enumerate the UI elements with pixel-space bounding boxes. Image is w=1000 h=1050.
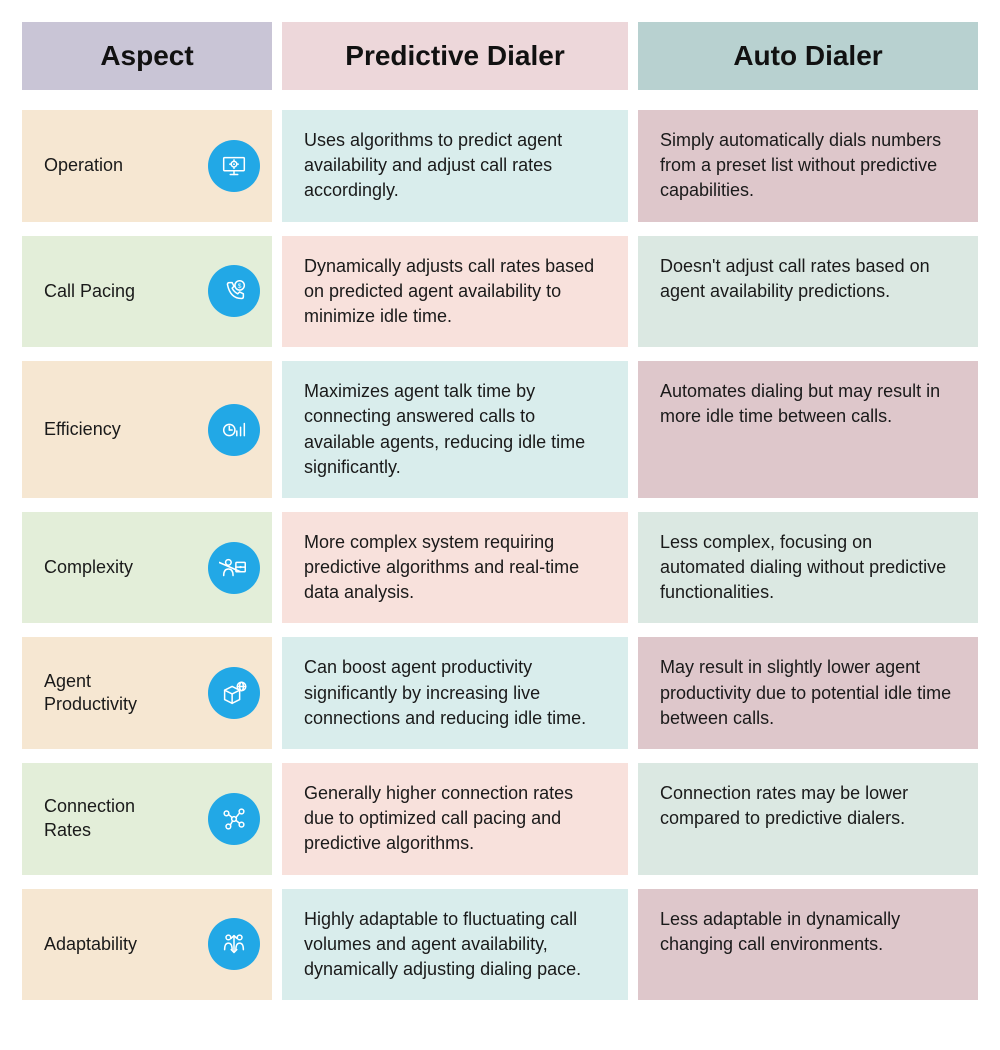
auto-cell: Simply automatically dials numbers from … (638, 110, 978, 222)
aspect-label: Complexity (44, 556, 133, 579)
aspect-label: Agent Productivity (44, 670, 164, 717)
phone-dollar-icon: $ (208, 265, 260, 317)
predictive-cell: Can boost agent productivity significant… (282, 637, 628, 749)
aspect-label: Adaptability (44, 933, 137, 956)
table-row: Operation Uses algorithms to predict agen… (22, 110, 978, 222)
aspect-cell: Efficiency (22, 361, 272, 498)
predictive-text: Uses algorithms to predict agent availab… (304, 128, 606, 204)
clock-chart-icon (208, 404, 260, 456)
auto-cell: Connection rates may be lower compared t… (638, 763, 978, 875)
table-row: Complexity More complex system requiring … (22, 512, 978, 624)
predictive-cell: Highly adaptable to fluctuating call vol… (282, 889, 628, 1001)
predictive-cell: Generally higher connection rates due to… (282, 763, 628, 875)
header-auto: Auto Dialer (638, 22, 978, 90)
auto-text: Connection rates may be lower compared t… (660, 781, 956, 831)
predictive-text: Maximizes agent talk time by connecting … (304, 379, 606, 480)
predictive-cell: Dynamically adjusts call rates based on … (282, 236, 628, 348)
predictive-text: Can boost agent productivity significant… (304, 655, 606, 731)
aspect-cell: Complexity (22, 512, 272, 624)
header-predictive: Predictive Dialer (282, 22, 628, 90)
aspect-cell: Call Pacing $ (22, 236, 272, 348)
table-row: Connection Rates Generally higher connect… (22, 763, 978, 875)
header-aspect: Aspect (22, 22, 272, 90)
predictive-text: Highly adaptable to fluctuating call vol… (304, 907, 606, 983)
table-row: Efficiency Maximizes agent talk time by c… (22, 361, 978, 498)
auto-cell: Doesn't adjust call rates based on agent… (638, 236, 978, 348)
table-row: Agent Productivity Can boost agent produc… (22, 637, 978, 749)
predictive-text: Dynamically adjusts call rates based on … (304, 254, 606, 330)
auto-text: Less complex, focusing on automated dial… (660, 530, 956, 606)
auto-text: Simply automatically dials numbers from … (660, 128, 956, 204)
auto-cell: Automates dialing but may result in more… (638, 361, 978, 498)
aspect-cell: Agent Productivity (22, 637, 272, 749)
box-globe-icon (208, 667, 260, 719)
network-nodes-icon (208, 793, 260, 845)
aspect-label: Call Pacing (44, 280, 135, 303)
aspect-cell: Operation (22, 110, 272, 222)
predictive-cell: Uses algorithms to predict agent availab… (282, 110, 628, 222)
auto-cell: Less complex, focusing on automated dial… (638, 512, 978, 624)
auto-cell: May result in slightly lower agent produ… (638, 637, 978, 749)
auto-text: Doesn't adjust call rates based on agent… (660, 254, 956, 304)
svg-text:$: $ (238, 284, 242, 291)
predictive-cell: Maximizes agent talk time by connecting … (282, 361, 628, 498)
auto-text: May result in slightly lower agent produ… (660, 655, 956, 731)
table-row: Adaptability Highly adaptable to fluctuat… (22, 889, 978, 1001)
predictive-text: Generally higher connection rates due to… (304, 781, 606, 857)
aspect-cell: Adaptability (22, 889, 272, 1001)
person-puzzle-icon (208, 542, 260, 594)
people-arrows-icon (208, 918, 260, 970)
table-row: Call Pacing $ Dynamically adjusts call rat… (22, 236, 978, 348)
header-auto-label: Auto Dialer (733, 40, 882, 72)
predictive-text: More complex system requiring predictive… (304, 530, 606, 606)
auto-text: Automates dialing but may result in more… (660, 379, 956, 429)
aspect-cell: Connection Rates (22, 763, 272, 875)
aspect-label: Efficiency (44, 418, 121, 441)
header-aspect-label: Aspect (100, 40, 193, 72)
aspect-label: Operation (44, 154, 123, 177)
auto-text: Less adaptable in dynamically changing c… (660, 907, 956, 957)
monitor-gear-icon (208, 140, 260, 192)
comparison-table: Aspect Predictive Dialer Auto Dialer Ope… (22, 22, 978, 1000)
predictive-cell: More complex system requiring predictive… (282, 512, 628, 624)
aspect-label: Connection Rates (44, 795, 164, 842)
header-predictive-label: Predictive Dialer (345, 40, 564, 72)
table-header-row: Aspect Predictive Dialer Auto Dialer (22, 22, 978, 90)
auto-cell: Less adaptable in dynamically changing c… (638, 889, 978, 1001)
